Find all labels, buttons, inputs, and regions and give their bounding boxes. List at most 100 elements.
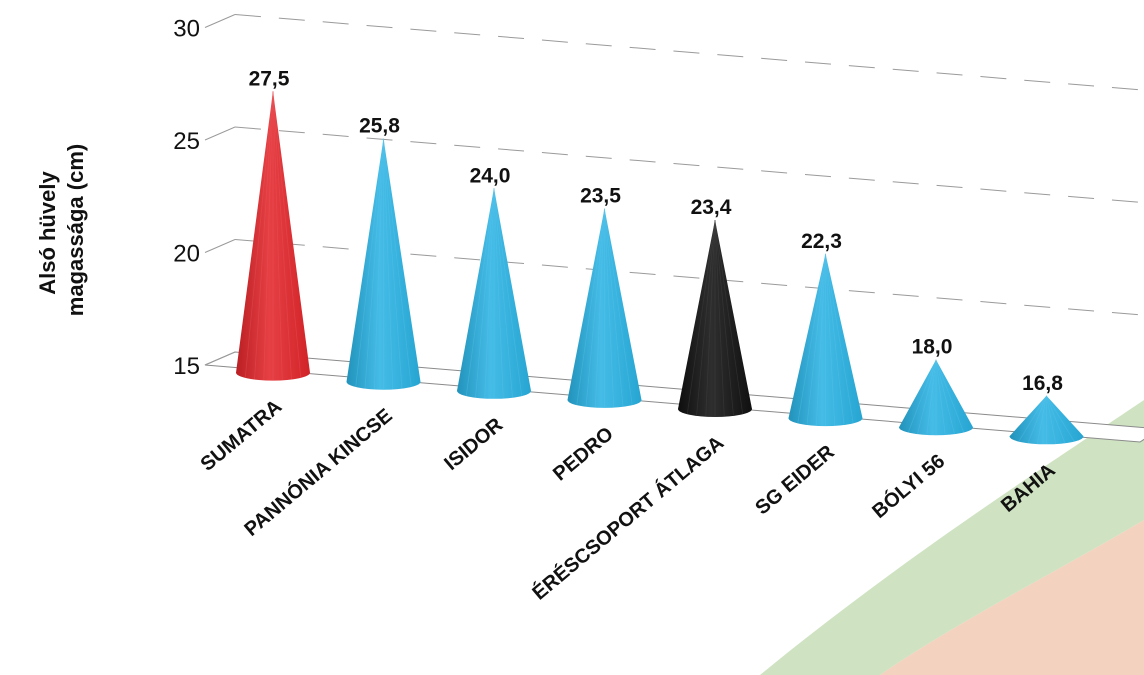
cone-facet xyxy=(475,188,495,398)
cone-facet xyxy=(355,138,384,388)
cone-facet xyxy=(493,188,504,399)
cones xyxy=(236,91,1084,445)
data-label: 27,5 xyxy=(249,67,290,90)
cone xyxy=(236,91,311,381)
cone-facet xyxy=(926,359,937,435)
cone-facet xyxy=(714,219,725,417)
cone-facet xyxy=(254,91,274,380)
cone-body xyxy=(457,188,531,399)
cone-facet xyxy=(604,208,624,407)
cone-facet xyxy=(272,91,283,381)
cone-facet xyxy=(244,91,274,378)
tick-mark xyxy=(204,14,236,28)
cone xyxy=(457,188,531,399)
cone-facet xyxy=(364,138,384,389)
cone-facet xyxy=(576,208,605,406)
cone-facet xyxy=(493,188,523,397)
cone-facet xyxy=(935,359,955,435)
cone-facet xyxy=(263,91,274,381)
cone-body xyxy=(788,253,863,427)
category-label: ÉRÉSCSOPORT ÁTLAGA xyxy=(528,431,728,604)
cone-facet xyxy=(1046,395,1057,445)
data-label: 18,0 xyxy=(912,336,953,359)
data-label: 23,5 xyxy=(580,185,621,208)
cone-facet xyxy=(935,359,946,435)
tick-mark xyxy=(204,351,236,366)
cone-facet xyxy=(825,253,854,424)
cone-facet xyxy=(825,253,845,426)
data-label: 16,8 xyxy=(1022,372,1063,395)
cone-facet xyxy=(714,219,744,415)
cone-facet xyxy=(373,138,384,390)
cone-facet xyxy=(705,219,716,417)
cone xyxy=(788,253,863,427)
data-label: 24,0 xyxy=(470,164,511,187)
cone-facet xyxy=(1046,395,1075,442)
cone xyxy=(1009,395,1084,445)
cone-facet xyxy=(815,253,826,426)
tick-mark xyxy=(204,239,236,253)
cone-facet xyxy=(604,208,633,406)
cone-facet xyxy=(806,253,826,426)
gridline xyxy=(234,14,1144,91)
swoosh-green xyxy=(760,400,1144,675)
gridline xyxy=(234,126,1144,204)
y-axis-label: Alsó hüvely magassága (cm) xyxy=(35,144,88,316)
cone-facet xyxy=(917,359,937,435)
cone-facet xyxy=(1046,395,1066,444)
cone-facet xyxy=(907,359,937,433)
y-tick-label: 20 xyxy=(173,241,200,268)
cone-body xyxy=(1009,395,1084,445)
y-axis-label-line-2: magassága (cm) xyxy=(63,144,88,316)
cone-facet xyxy=(714,219,734,416)
cone-facet xyxy=(272,91,302,378)
tick-mark xyxy=(204,126,236,141)
chart-floor xyxy=(204,351,1144,443)
cone-body xyxy=(236,91,311,381)
category-label: SG EIDER xyxy=(751,441,839,520)
cone-facet xyxy=(1027,395,1047,444)
cone-facet xyxy=(465,188,495,397)
cone-body xyxy=(899,359,973,436)
decorative-swoosh xyxy=(760,400,1144,675)
cone xyxy=(899,359,973,436)
cone xyxy=(346,138,421,390)
category-label: BÓLYI 56 xyxy=(867,449,949,523)
category-label: PEDRO xyxy=(549,423,618,486)
cone-facet xyxy=(1018,395,1047,442)
cone-facet xyxy=(797,253,826,424)
y-axis-label-line-1: Alsó hüvely xyxy=(35,171,60,295)
cone-facet xyxy=(493,188,513,398)
category-label: SUMATRA xyxy=(197,396,287,476)
cone-facet xyxy=(383,138,394,390)
cone-facet xyxy=(686,219,716,415)
cone-facet xyxy=(594,208,605,408)
data-label: 22,3 xyxy=(801,230,842,253)
floor-plane xyxy=(204,351,1144,443)
category-label: ISIDOR xyxy=(440,413,507,474)
cone-facet xyxy=(272,91,292,380)
cone-body xyxy=(678,220,752,417)
cone-body xyxy=(346,138,421,390)
cone-body xyxy=(567,208,642,408)
cone-facet xyxy=(696,219,716,416)
cone-facet xyxy=(825,253,836,426)
cone-facet xyxy=(383,138,412,388)
cone xyxy=(567,208,642,408)
y-axis-ticks: 15 20 25 30 xyxy=(173,14,236,380)
y-tick-label: 25 xyxy=(173,128,200,155)
y-tick-label: 30 xyxy=(173,16,200,43)
cone-facet xyxy=(484,188,495,399)
data-label: 23,4 xyxy=(691,196,732,219)
cone-facet xyxy=(383,138,403,389)
cone-facet xyxy=(585,208,605,407)
y-tick-label: 15 xyxy=(173,353,200,380)
swoosh-peach xyxy=(880,520,1144,675)
cone-facet xyxy=(1036,395,1047,445)
data-labels: 27,5 25,8 24,0 23,5 23,4 22,3 18,0 16,8 xyxy=(249,67,1064,394)
cone-facet xyxy=(604,208,615,408)
data-label: 25,8 xyxy=(359,115,400,138)
cone-facet xyxy=(935,359,965,433)
cone xyxy=(678,219,752,417)
